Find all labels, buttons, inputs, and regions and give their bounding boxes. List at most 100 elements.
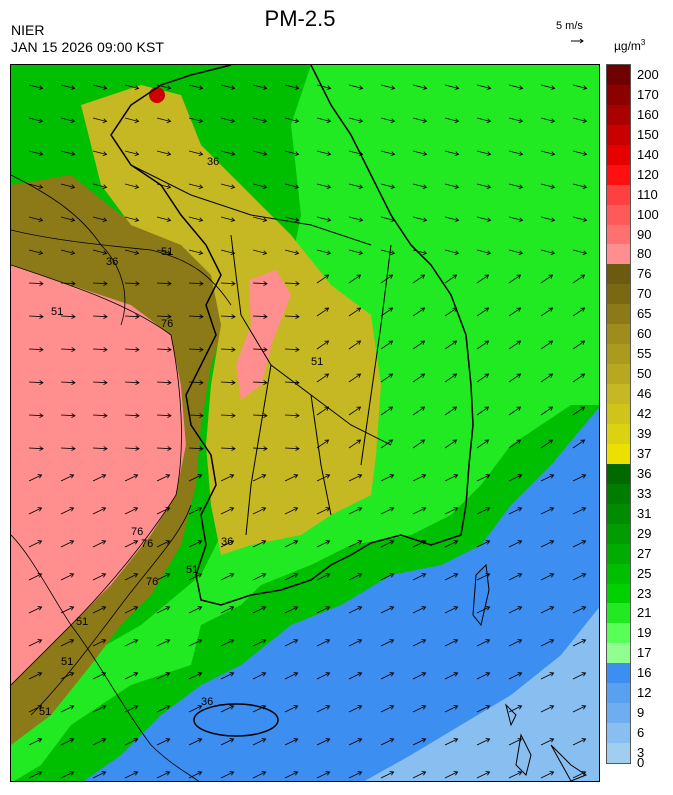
colorbar-tick-label: 60 [637, 326, 652, 342]
wind-arrow [412, 474, 426, 482]
wind-arrow-head [453, 474, 459, 479]
wind-arrow [252, 447, 268, 450]
wind-arrow-head [516, 307, 522, 312]
wind-arrow-head [580, 274, 586, 279]
wind-arrow [220, 249, 235, 254]
wind-arrow-head [390, 118, 396, 123]
wind-arrow [508, 84, 523, 89]
colorbar-segment [607, 683, 630, 704]
wind-arrow-head [101, 639, 107, 644]
wind-arrow-head [486, 118, 492, 123]
wind-arrow-head [135, 314, 140, 319]
wind-arrow-head [261, 738, 267, 743]
contour-label: 51 [311, 356, 323, 368]
colorbar-segment [607, 643, 630, 664]
wind-arrow [508, 672, 522, 680]
wind-arrow [188, 183, 203, 188]
wind-arrow-head [549, 738, 555, 743]
wind-arrow [60, 117, 75, 122]
wind-arrow [316, 340, 329, 350]
wind-arrow-head [167, 347, 172, 352]
wind-arrow-head [581, 606, 587, 611]
colorbar-tick-label: 21 [637, 605, 652, 621]
wind-arrow-head [388, 406, 394, 411]
wind-arrow [28, 573, 42, 581]
wind-arrow [572, 507, 586, 515]
pm25-map: 36 36 51 51 51 51 76 76 76 51 76 51 51 36 36 [10, 64, 600, 782]
wind-arrow-head [452, 373, 458, 378]
wind-arrow-head [101, 771, 107, 776]
wind-arrow [540, 373, 553, 383]
wind-arrow-head [263, 281, 268, 286]
colorbar-segment [607, 703, 630, 724]
wind-arrow-head [69, 606, 75, 611]
wind-arrow-head [102, 118, 108, 123]
wind-arrow-head [356, 439, 362, 444]
wind-arrow-head [453, 507, 459, 512]
wind-arrow [92, 474, 106, 482]
colorbar-segment [607, 723, 630, 744]
wind-arrow [28, 183, 43, 188]
wind-arrow-head [37, 606, 43, 611]
wind-arrow-head [71, 380, 76, 385]
wind-arrow-head [102, 184, 108, 189]
wind-arrow-head [135, 281, 140, 286]
wind-arrow-head [485, 507, 491, 512]
wind-arrow-head [231, 281, 236, 286]
wind-arrow-head [197, 705, 203, 710]
wind-arrow [508, 150, 523, 155]
wind-arrow-head [582, 85, 588, 90]
wind-arrow-head [388, 439, 394, 444]
colorbar-tick-label: 50 [637, 366, 652, 382]
wind-arrow [252, 414, 268, 417]
wind-arrow [124, 573, 138, 581]
colorbar-segment [607, 324, 630, 345]
wind-arrow [28, 705, 42, 713]
wind-arrow [412, 606, 426, 614]
wind-arrow [348, 274, 361, 284]
wind-arrow-head [453, 540, 459, 545]
wind-arrow-head [326, 85, 332, 90]
wind-arrow [476, 117, 491, 122]
wind-arrow-head [197, 606, 203, 611]
wind-arrow-head [550, 85, 556, 90]
wind-arrow-head [198, 118, 204, 123]
wind-arrow-head [325, 540, 331, 545]
colorbar [606, 64, 631, 764]
wind-arrow-head [133, 474, 139, 479]
wind-arrow-head [101, 507, 107, 512]
wind-arrow-head [166, 217, 172, 222]
wind-arrow [572, 639, 586, 647]
wind-arrow-head [453, 573, 459, 578]
wind-arrow-head [517, 639, 523, 644]
wind-arrow-head [420, 274, 426, 279]
wind-arrow [284, 738, 298, 746]
wind-arrow-head [581, 672, 587, 677]
wind-arrow [572, 540, 586, 548]
wind-arrow-head [166, 151, 172, 156]
wind-arrow-head [198, 217, 204, 222]
wind-arrow [284, 183, 299, 188]
wind-arrow [412, 274, 425, 284]
wind-arrow [60, 315, 76, 318]
wind-arrow [316, 606, 330, 614]
wind-arrow-head [389, 738, 395, 743]
wind-arrow [412, 307, 425, 317]
wind-arrow [60, 540, 74, 548]
wind-arrow-head [70, 217, 76, 222]
wind-arrow-head [484, 439, 490, 444]
wind-arrow [220, 414, 236, 417]
wind-arrow [348, 771, 362, 779]
wind-arrow-head [197, 672, 203, 677]
wind-arrow [380, 216, 395, 221]
wind-arrow-head [197, 540, 203, 545]
wind-arrow-head [486, 151, 492, 156]
wind-arrow-head [452, 439, 458, 444]
wind-arrow-head [103, 347, 108, 352]
wind-arrow-head [453, 639, 459, 644]
wind-arrow-head [485, 738, 491, 743]
wind-arrow [188, 705, 202, 713]
wind-arrow [252, 771, 266, 779]
wind-arrow-head [518, 85, 524, 90]
wind-arrow [92, 216, 107, 221]
